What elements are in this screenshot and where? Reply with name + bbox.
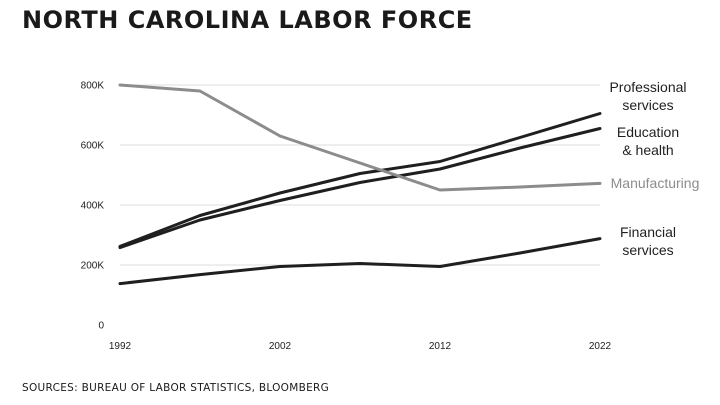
x-tick-label: 2002 [269,341,292,352]
series-label: Manufacturing [611,175,700,191]
y-tick-label: 400K [81,201,105,212]
y-tick-label: 800K [81,81,105,92]
series-line [118,83,602,192]
x-tick-label: 1992 [109,341,132,352]
series-label: Professional services [609,79,686,113]
y-tick-label: 600K [81,141,105,152]
x-tick-label: 2012 [429,341,452,352]
series-line [118,127,602,250]
series-label: Financial services [620,224,676,258]
chart-title: NORTH CAROLINA LABOR FORCE [22,6,473,34]
series-label: Education & health [617,124,679,158]
y-tick-label: 0 [98,321,104,332]
source-note: SOURCES: BUREAU OF LABOR STATISTICS, BLO… [22,382,330,394]
y-tick-label: 200K [81,261,105,272]
series-line [118,112,602,248]
x-tick-label: 2022 [589,341,612,352]
y-axis-ticks: 0 200K 400K 600K 800K [81,81,105,332]
x-axis-ticks: 1992 2002 2012 2022 [109,341,612,352]
series-line [118,237,602,286]
series-lines [118,83,602,286]
series-labels: Professional services Education & health Man… [609,79,699,258]
gridlines [120,84,600,266]
